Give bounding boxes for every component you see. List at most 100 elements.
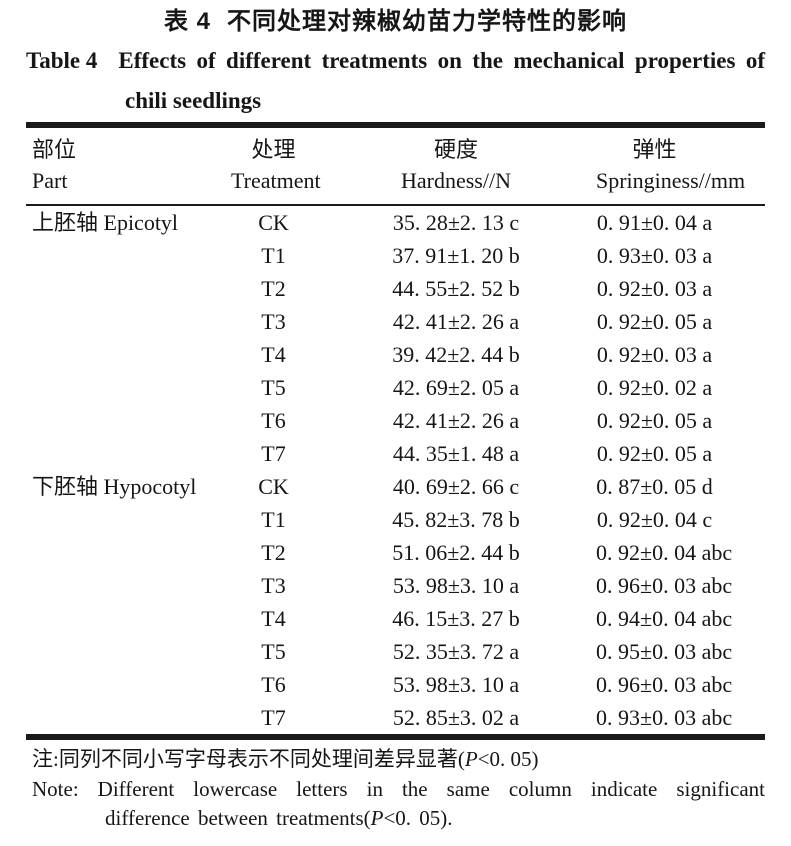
table-title-en-line1: Table 4 Effects of different treatments … <box>26 46 765 76</box>
header-treatment-en: Treatment <box>231 168 321 193</box>
mechanical-properties-table: 部位 Part 处理 Treatment 硬度 Hardness//N 弹性 S… <box>26 122 765 740</box>
table-row: T7 44. 35±1. 48 a 0. 92±0. 05 a <box>26 437 765 470</box>
cell-part-epicotyl: 上胚轴 Epicotyl <box>32 210 179 235</box>
note-en2-text: difference between treatments( <box>105 806 371 830</box>
cell-springiness: 0. 95±0. 03 abc <box>596 639 733 664</box>
header-hardness-zh: 硬度 <box>433 137 478 162</box>
cell-treatment: T2 <box>261 540 286 565</box>
table-row: T5 42. 69±2. 05 a 0. 92±0. 02 a <box>26 371 765 404</box>
cell-springiness: 0. 96±0. 03 abc <box>596 573 733 598</box>
header-cell-part: 部位 Part <box>26 125 231 206</box>
cell-treatment: T7 <box>261 441 286 466</box>
header-hardness-en: Hardness//N <box>401 168 511 193</box>
cell-hardness: 40. 69±2. 66 c <box>392 474 520 499</box>
cell-hardness: 53. 98±3. 10 a <box>392 672 520 697</box>
table-title-en-label: Table 4 <box>26 48 98 73</box>
table-title-zh-text: 不同处理对辣椒幼苗力学特性的影响 <box>227 8 627 35</box>
cell-springiness: 0. 92±0. 05 a <box>596 408 713 433</box>
table-row: T4 39. 42±2. 44 b 0. 92±0. 03 a <box>26 338 765 371</box>
table-title-en: Table 4 Effects of different treatments … <box>26 46 765 116</box>
cell-hardness: 35. 28±2. 13 c <box>392 210 520 235</box>
table-row: 下胚轴 Hypocotyl CK 40. 69±2. 66 c 0. 87±0.… <box>26 470 765 503</box>
cell-treatment: T5 <box>261 639 286 664</box>
table-body: 上胚轴 Epicotyl CK 35. 28±2. 13 c 0. 91±0. … <box>26 205 765 737</box>
cell-springiness: 0. 92±0. 02 a <box>596 375 713 400</box>
table-row: 上胚轴 Epicotyl CK 35. 28±2. 13 c 0. 91±0. … <box>26 205 765 239</box>
table-row: T2 44. 55±2. 52 b 0. 92±0. 03 a <box>26 272 765 305</box>
cell-treatment: T1 <box>261 243 286 268</box>
header-part-en: Part <box>32 168 68 193</box>
note-zh-p-italic: P <box>464 747 478 771</box>
cell-part-hypocotyl: 下胚轴 Hypocotyl <box>32 474 197 499</box>
cell-treatment: T2 <box>261 276 286 301</box>
table-title-en-line2: chili seedlings <box>125 88 262 113</box>
header-row: 部位 Part 处理 Treatment 硬度 Hardness//N 弹性 S… <box>26 125 765 206</box>
cell-treatment: T6 <box>261 672 286 697</box>
cell-springiness: 0. 92±0. 03 a <box>596 342 713 367</box>
cell-hardness: 42. 41±2. 26 a <box>392 309 520 334</box>
cell-hardness: 52. 35±3. 72 a <box>392 639 520 664</box>
note-en-line1: Note: Different lowercase letters in the… <box>32 777 765 801</box>
cell-treatment: T3 <box>261 309 286 334</box>
cell-hardness: 46. 15±3. 27 b <box>392 606 520 631</box>
note-en2-p-italic: P <box>370 806 384 830</box>
table-row: T6 42. 41±2. 26 a 0. 92±0. 05 a <box>26 404 765 437</box>
cell-treatment: T7 <box>261 705 286 730</box>
cell-treatment: CK <box>258 210 289 235</box>
table-row: T3 53. 98±3. 10 a 0. 96±0. 03 abc <box>26 569 765 602</box>
header-springiness-en: Springiness//mm <box>596 168 746 193</box>
table-row: T2 51. 06±2. 44 b 0. 92±0. 04 abc <box>26 536 765 569</box>
cell-springiness: 0. 94±0. 04 abc <box>596 606 733 631</box>
cell-springiness: 0. 92±0. 04 abc <box>596 540 733 565</box>
cell-treatment: T1 <box>261 507 286 532</box>
table-row: T5 52. 35±3. 72 a 0. 95±0. 03 abc <box>26 635 765 668</box>
cell-hardness: 44. 35±1. 48 a <box>392 441 520 466</box>
table-row: T6 53. 98±3. 10 a 0. 96±0. 03 abc <box>26 668 765 701</box>
cell-hardness: 53. 98±3. 10 a <box>392 573 520 598</box>
cell-springiness: 0. 92±0. 04 c <box>596 507 713 532</box>
cell-hardness: 51. 06±2. 44 b <box>392 540 520 565</box>
table-row: T1 45. 82±3. 78 b 0. 92±0. 04 c <box>26 503 765 536</box>
cell-springiness: 0. 87±0. 05 d <box>596 474 713 499</box>
cell-springiness: 0. 91±0. 04 a <box>596 210 713 235</box>
cell-hardness: 37. 91±1. 20 b <box>392 243 520 268</box>
note-en-line2: difference between treatments(P<0. 05). <box>32 804 765 833</box>
cell-hardness: 42. 41±2. 26 a <box>392 408 520 433</box>
cell-springiness: 0. 92±0. 05 a <box>596 309 713 334</box>
table-row: T3 42. 41±2. 26 a 0. 92±0. 05 a <box>26 305 765 338</box>
cell-treatment: T6 <box>261 408 286 433</box>
header-cell-springiness: 弹性 Springiness//mm <box>596 125 765 206</box>
cell-treatment: CK <box>258 474 289 499</box>
cell-hardness: 39. 42±2. 44 b <box>392 342 520 367</box>
note-zh-suffix: <0. 05) <box>477 747 539 771</box>
cell-springiness: 0. 92±0. 05 a <box>596 441 713 466</box>
header-treatment-zh: 处理 <box>251 137 296 162</box>
table-row: T1 37. 91±1. 20 b 0. 93±0. 03 a <box>26 239 765 272</box>
header-springiness-zh: 弹性 <box>632 137 677 162</box>
note-zh-text: 注:同列不同小写字母表示不同处理间差异显著( <box>32 747 465 771</box>
table-header: 部位 Part 处理 Treatment 硬度 Hardness//N 弹性 S… <box>26 125 765 206</box>
note-zh: 注:同列不同小写字母表示不同处理间差异显著(P<0. 05) <box>32 745 765 774</box>
cell-treatment: T4 <box>261 606 286 631</box>
cell-hardness: 44. 55±2. 52 b <box>392 276 520 301</box>
cell-springiness: 0. 93±0. 03 a <box>596 243 713 268</box>
cell-springiness: 0. 93±0. 03 abc <box>596 705 733 730</box>
cell-springiness: 0. 96±0. 03 abc <box>596 672 733 697</box>
note-en2-suffix: <0. 05). <box>383 806 453 830</box>
cell-treatment: T4 <box>261 342 286 367</box>
cell-hardness: 42. 69±2. 05 a <box>392 375 520 400</box>
table-title-zh: 表 4 不同处理对辣椒幼苗力学特性的影响 <box>0 0 791 37</box>
header-cell-treatment: 处理 Treatment <box>231 125 321 206</box>
header-part-zh: 部位 <box>32 137 77 162</box>
table-title-zh-label: 表 4 <box>163 8 211 35</box>
cell-hardness: 45. 82±3. 78 b <box>392 507 520 532</box>
cell-treatment: T3 <box>261 573 286 598</box>
header-cell-hardness: 硬度 Hardness//N <box>316 125 596 206</box>
cell-hardness: 52. 85±3. 02 a <box>392 705 520 730</box>
table-title-en-text: Effects of different treatments on the m… <box>118 48 765 73</box>
table-row: T7 52. 85±3. 02 a 0. 93±0. 03 abc <box>26 701 765 737</box>
table-notes: 注:同列不同小写字母表示不同处理间差异显著(P<0. 05) Note: Dif… <box>26 745 765 833</box>
cell-springiness: 0. 92±0. 03 a <box>596 276 713 301</box>
table-row: T4 46. 15±3. 27 b 0. 94±0. 04 abc <box>26 602 765 635</box>
cell-treatment: T5 <box>261 375 286 400</box>
